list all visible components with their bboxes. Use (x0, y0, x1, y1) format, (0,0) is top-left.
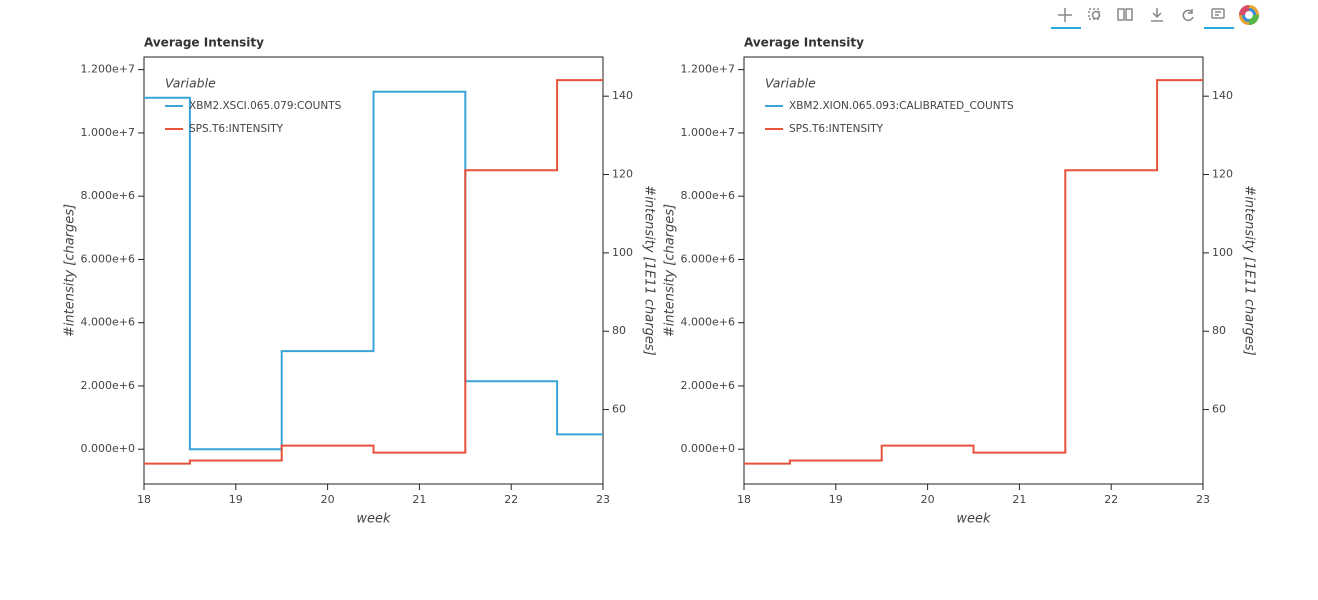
y-tick-label: 1.200e+7 (681, 63, 735, 76)
y2-tick-label: 100 (1212, 246, 1233, 259)
legend-label: SPS.T6:INTENSITY (789, 123, 884, 135)
y-axis-label: #intensity [charges] (663, 204, 678, 337)
panel: Average Intensity 18 19 20 21 22 23 0.000e+0 2.0… (663, 36, 1257, 527)
x-tick-label: 21 (1012, 493, 1026, 506)
plot-frame (743, 56, 1204, 485)
legend-label: XBM2.XSCI.065.079:COUNTS (189, 100, 342, 112)
y2-tick-label: 60 (612, 403, 626, 416)
x-tick-label: 20 (921, 493, 935, 506)
hover-tool[interactable] (1204, 8, 1234, 29)
x-tick-label: 22 (1104, 493, 1118, 506)
bokeh-logo[interactable] (1239, 5, 1259, 25)
x-tick-label: 19 (829, 493, 843, 506)
plot-frame (143, 56, 604, 485)
plot-area (744, 79, 1203, 465)
reset-tool[interactable] (1182, 9, 1194, 22)
y-tick-label: 2.000e+6 (81, 379, 135, 392)
y-tick-label: 8.000e+6 (81, 189, 135, 202)
y-tick-label: 4.000e+6 (81, 316, 135, 329)
y-tick-label: 6.000e+6 (681, 252, 735, 265)
y-tick-label: 0.000e+0 (681, 442, 735, 455)
y2-axis-label: #intensity [1E11 charges] (642, 185, 657, 355)
chart-title: Average Intensity (144, 36, 264, 50)
toolbar (1051, 5, 1259, 29)
y-tick-label: 8.000e+6 (681, 189, 735, 202)
y2-tick-label: 140 (1212, 89, 1233, 102)
x-tick-label: 20 (321, 493, 335, 506)
zoom-tool[interactable] (1088, 8, 1101, 20)
y-tick-label: 6.000e+6 (81, 252, 135, 265)
x-axis-label: week (956, 512, 991, 527)
x-tick-label: 23 (596, 493, 610, 506)
x-tick-label: 22 (504, 493, 518, 506)
x-tick-label: 18 (137, 493, 151, 506)
y2-tick-label: 120 (612, 168, 633, 181)
y-tick-label: 1.000e+7 (681, 126, 735, 139)
legend-label: XBM2.XION.065.093:CALIBRATED_COUNTS (789, 100, 1014, 112)
plot-area (144, 79, 603, 465)
chart-title: Average Intensity (744, 36, 864, 50)
x-tick-label: 19 (229, 493, 243, 506)
y-tick-label: 1.000e+7 (81, 126, 135, 139)
y2-tick-label: 80 (612, 324, 626, 337)
y2-tick-label: 60 (1212, 403, 1226, 416)
y-tick-label: 1.200e+7 (81, 63, 135, 76)
x-axis-label: week (356, 512, 391, 527)
y-tick-label: 0.000e+0 (81, 442, 135, 455)
y-axis-label: #intensity [charges] (63, 204, 78, 337)
legend-title: Variable (165, 76, 216, 91)
pan-tool[interactable] (1051, 8, 1081, 29)
x-tick-label: 21 (412, 493, 426, 506)
x-tick-label: 23 (1196, 493, 1210, 506)
y2-axis-label: #intensity [1E11 charges] (1242, 185, 1257, 355)
y2-tick-label: 120 (1212, 168, 1233, 181)
y2-tick-label: 140 (612, 89, 633, 102)
legend-title: Variable (765, 76, 816, 91)
panel: Average Intensity 18 19 20 21 22 23 0.000e+0 2.0… (63, 36, 657, 527)
y2-tick-label: 100 (612, 246, 633, 259)
legend-label: SPS.T6:INTENSITY (189, 123, 284, 135)
x-tick-label: 18 (737, 493, 751, 506)
wheel-zoom-tool[interactable] (1117, 8, 1133, 21)
y-tick-label: 2.000e+6 (681, 379, 735, 392)
y2-tick-label: 80 (1212, 324, 1226, 337)
y-tick-label: 4.000e+6 (681, 316, 735, 329)
save-tool[interactable] (1151, 8, 1163, 22)
